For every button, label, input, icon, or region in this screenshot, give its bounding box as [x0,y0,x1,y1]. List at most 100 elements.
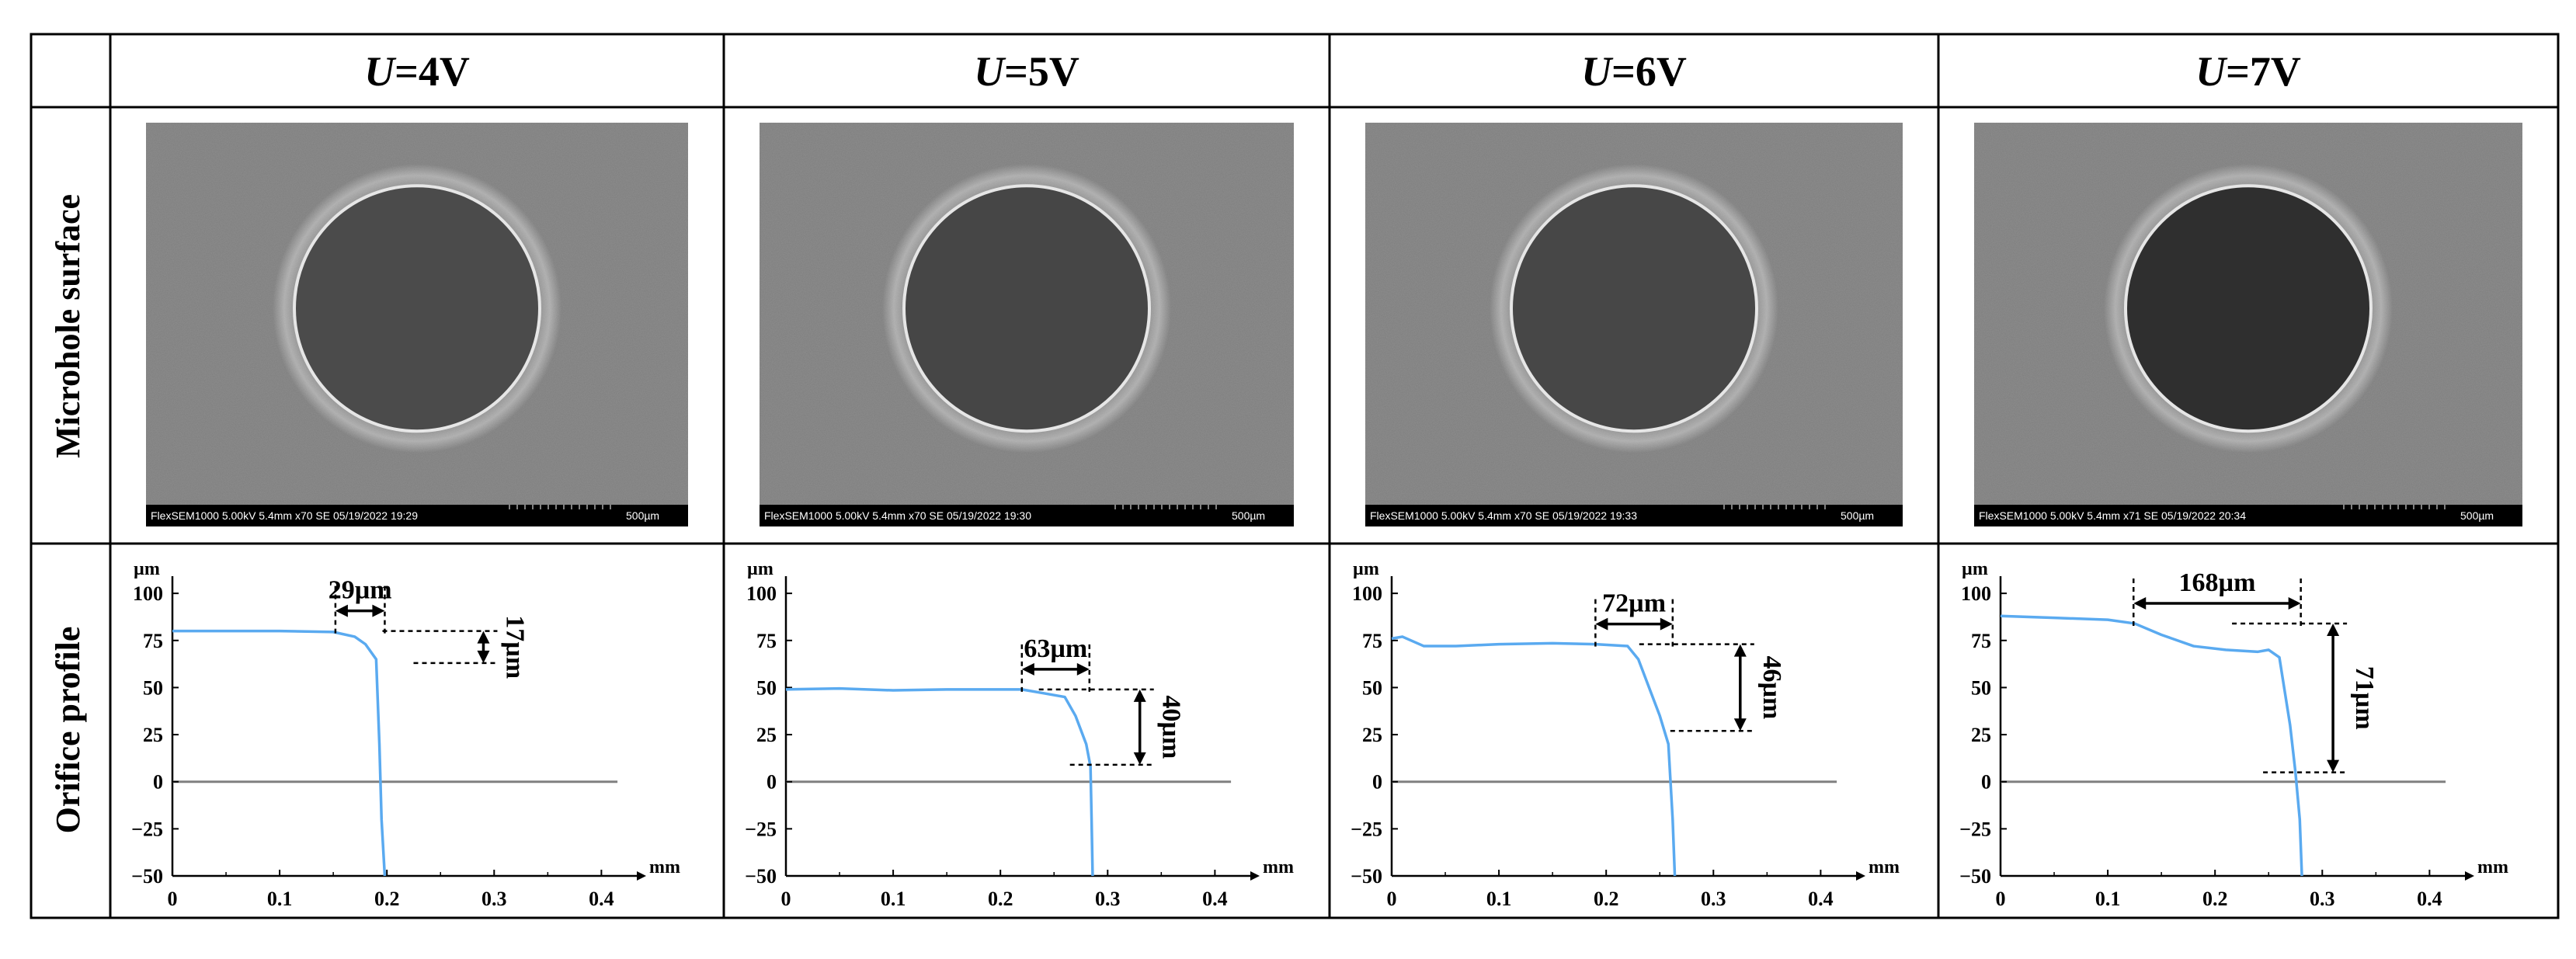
x-tick-label: 0.1 [2095,888,2121,910]
sem-caption: FlexSEM1000 5.00kV 5.4mm x70 SE 05/19/20… [764,509,1031,522]
depth-arrowhead-top [2327,623,2340,636]
sem-caption: FlexSEM1000 5.00kV 5.4mm x71 SE 05/19/20… [1979,509,2246,522]
row-label-surface: Microhole surface [49,194,87,458]
width-arrowhead-left [2133,596,2147,610]
microhole [293,184,541,433]
y-tick-label: −50 [131,865,163,888]
microhole [2124,184,2373,433]
x-tick-label: 0.3 [2310,888,2335,910]
x-axis-arrow [1856,871,1865,881]
x-tick-label: 0 [781,888,791,910]
y-tick-label: −25 [745,818,777,840]
y-tick-label: 75 [1362,630,1382,652]
y-tick-label: 50 [1362,676,1382,699]
y-tick-label: 50 [143,676,163,699]
y-tick-label: 25 [756,724,777,746]
voltage-variable: U [1581,48,1614,95]
sem-image: FlexSEM1000 5.00kV 5.4mm x70 SE 05/19/20… [146,123,688,526]
y-tick-label: −25 [1351,818,1382,840]
microhole [1510,184,1758,433]
sem-info-bar [760,505,1294,526]
y-tick-label: −50 [1959,865,1991,888]
table-grid [30,33,2560,919]
voltage-heading: U=6V [1581,48,1687,95]
x-tick-label: 0.3 [1701,888,1726,910]
width-arrowhead-right [2288,596,2301,610]
depth-arrowhead-bottom [2327,759,2340,773]
depth-arrowhead-bottom [1733,718,1747,731]
x-tick-label: 0 [168,888,178,910]
x-axis-unit: mm [1869,857,1900,877]
sem-info-bar [1365,505,1903,526]
x-axis-unit: mm [2477,857,2508,877]
y-tick-label: 0 [153,771,163,794]
profile-line [2000,614,2303,877]
voltage-variable: U [974,48,1006,95]
sem-scale-label: 500µm [626,509,659,522]
voltage-heading: U=5V [974,48,1079,95]
sem-caption: FlexSEM1000 5.00kV 5.4mm x70 SE 05/19/20… [1370,509,1637,522]
x-tick-label: 0 [1996,888,2006,910]
annotation-width: 168µm [2132,568,2302,627]
x-tick-label: 0.4 [1202,888,1228,910]
width-arrowhead-right [1660,617,1673,631]
annotation-width: 29µm [329,576,392,634]
voltage-value: =6V [1611,48,1687,95]
y-axis-unit: µm [747,559,773,579]
sem-scale-label: 500µm [2460,509,2494,522]
x-tick-label: 0.3 [1095,888,1121,910]
panel-1: U=4V FlexSEM1000 5.00kV 5.4mm x70 SE 05/1… [131,48,688,910]
sem-caption: FlexSEM1000 5.00kV 5.4mm x70 SE 05/19/20… [151,509,418,522]
y-tick-label: 0 [1372,771,1382,794]
profile-line [1391,635,1677,877]
voltage-value: =4V [395,48,470,95]
x-tick-label: 0.4 [1808,888,1834,910]
x-tick-label: 0.1 [267,888,293,910]
sem-image: FlexSEM1000 5.00kV 5.4mm x70 SE 05/19/20… [760,123,1294,526]
y-tick-label: 100 [133,582,163,605]
x-tick-label: 0.4 [589,888,614,910]
y-tick-label: 25 [1971,724,1991,746]
voltage-heading: U=4V [364,48,470,95]
x-tick-label: 0.1 [881,888,906,910]
y-tick-label: 50 [756,676,777,699]
voltage-variable: U [2195,48,2228,95]
sem-image: FlexSEM1000 5.00kV 5.4mm x70 SE 05/19/20… [1365,123,1903,526]
depth-label: 17µm [500,615,529,679]
x-tick-label: 0.4 [2417,888,2442,910]
y-tick-label: 75 [756,630,777,652]
annotation-depth: 46µm [1639,643,1786,732]
panel-2: U=5V FlexSEM1000 5.00kV 5.4mm x70 SE 05/1… [745,48,1294,910]
annotation-width: 63µm [1020,634,1091,693]
voltage-value: =7V [2226,48,2301,95]
y-tick-label: −50 [745,865,777,888]
microhole [902,184,1151,433]
y-tick-label: 100 [1352,582,1382,605]
x-axis-arrow [1250,871,1260,881]
annotation-depth: 17µm [382,615,529,679]
depth-arrowhead-top [1133,689,1146,702]
x-tick-label: 0.2 [1594,888,1619,910]
x-tick-label: 0.2 [988,888,1013,910]
y-tick-label: −25 [1959,818,1991,840]
y-tick-label: 25 [1362,724,1382,746]
width-arrowhead-left [335,604,348,617]
width-label: 63µm [1024,634,1087,663]
x-axis-arrow [2465,871,2474,881]
panel-4: U=7V FlexSEM1000 5.00kV 5.4mm x71 SE 05/1… [1959,48,2522,910]
x-tick-label: 0.2 [374,888,400,910]
sem-scale-label: 500µm [1841,509,1874,522]
width-label: 72µm [1602,589,1666,618]
sem-info-bar [1974,505,2522,526]
width-label: 29µm [329,576,392,605]
panel-3: U=6V FlexSEM1000 5.00kV 5.4mm x70 SE 05/1… [1351,48,1903,910]
y-tick-label: 75 [1971,630,1991,652]
y-tick-label: 25 [143,724,163,746]
x-axis-unit: mm [1263,857,1294,877]
x-axis-arrow [637,871,646,881]
